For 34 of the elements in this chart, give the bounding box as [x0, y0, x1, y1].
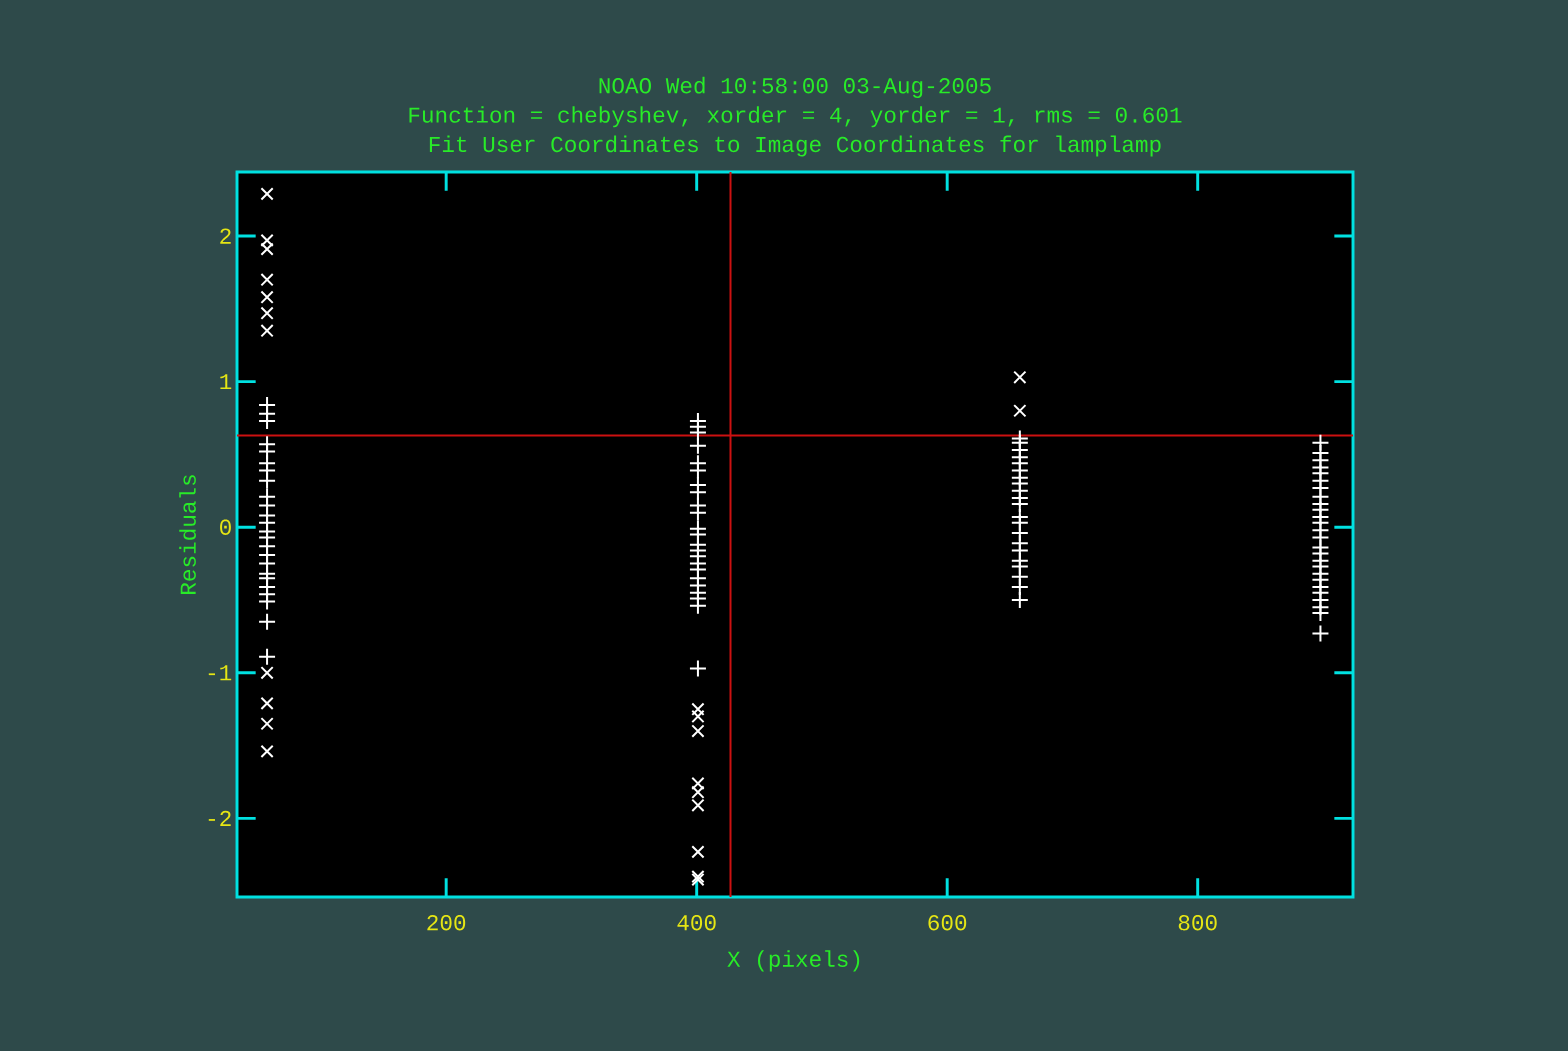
- point: [691, 845, 705, 859]
- point: [691, 702, 705, 716]
- y-tick-label: -2: [208, 810, 231, 826]
- text: Fit User Coordinates to Image Coordinates for lamplamp: [429, 135, 1161, 157]
- chart-subtitle: Function = chebyshev, xorder = 4, yorder = 1, rms = 0.601: [409, 106, 1182, 128]
- point: [1013, 404, 1027, 418]
- point: [691, 724, 705, 738]
- point: [691, 798, 705, 812]
- point: [260, 717, 274, 731]
- point: [260, 696, 274, 711]
- point: [260, 666, 274, 680]
- y-tick-label: 0: [220, 519, 231, 535]
- x-axis-title: X (pixels): [727, 950, 860, 972]
- x-tick-label: 800: [1178, 915, 1217, 931]
- y-tick-label: -1: [208, 665, 232, 681]
- point: [691, 709, 705, 724]
- point: [260, 306, 274, 320]
- point: [691, 776, 705, 791]
- point: [691, 785, 705, 799]
- y-tick-label: 2: [220, 228, 231, 244]
- point: [260, 273, 274, 287]
- chart-title: NOAO Wed 10:58:00 03-Aug-2005: [599, 76, 991, 98]
- point: [260, 290, 274, 304]
- x-tick-label: 600: [928, 915, 967, 931]
- point: [260, 233, 274, 248]
- point: [260, 242, 274, 256]
- point: [1013, 370, 1027, 384]
- x-tick-label: 200: [427, 915, 466, 931]
- point: [260, 744, 274, 759]
- x-tick-label: 400: [677, 915, 716, 931]
- point: [260, 324, 274, 338]
- y-axis-title: Residuals: [179, 475, 196, 594]
- y-tick-label: 1: [220, 374, 232, 390]
- point: [260, 187, 274, 201]
